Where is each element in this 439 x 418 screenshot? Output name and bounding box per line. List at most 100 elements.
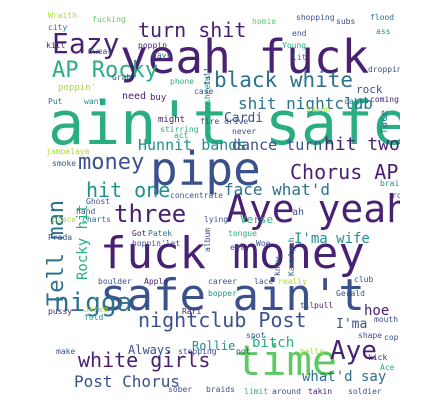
word-hit-one: hit one [86, 178, 171, 202]
word-swear: Swear [88, 47, 113, 56]
word-soldier: soldier [348, 387, 382, 396]
word-wraith: Wraith [48, 11, 77, 20]
word-braids: braids [206, 385, 235, 394]
word-poppin2: poppin' [58, 83, 96, 93]
word-patek: Patek [148, 229, 173, 238]
word-case: case [194, 87, 214, 96]
word-gerald: Gerald [336, 289, 365, 298]
word-end: end [292, 29, 307, 38]
word-ap-rocky: AP Rocky [52, 58, 158, 83]
word-career: career [208, 277, 237, 286]
word-city: city [48, 23, 68, 32]
word-post-chorus: Post Chorus [74, 372, 180, 391]
word-nightclub-post: nightclub Post [138, 308, 307, 332]
word-shape: shape [358, 331, 383, 340]
word-stirring: stirring [160, 125, 199, 134]
word-rari: Rari [182, 307, 202, 316]
word-safe-aint: safe ain't [100, 270, 365, 321]
word-cloud: ain't safe yeah fuck fuck money safe ain… [40, 8, 400, 400]
word-brain: brain [380, 179, 400, 188]
word-aye: Aye [330, 336, 377, 366]
word-make: make [56, 347, 76, 356]
word-know: know [273, 256, 282, 276]
word-chorus-ap: Chorus AP [290, 160, 399, 184]
word-til: til [300, 301, 315, 310]
word-young: Young [282, 41, 307, 50]
word-homie: homie [252, 17, 277, 26]
word-pot: pot [236, 347, 251, 356]
word-concentrate: concentrate [170, 191, 223, 200]
word-stopping: stopping [178, 347, 217, 356]
word-subs: subs [336, 17, 356, 26]
word-ace: Ace [380, 363, 395, 372]
word-kill: kill [46, 41, 66, 50]
word-boulder: boulder [98, 277, 132, 286]
word-pull: pull [314, 301, 334, 310]
word-phone: phone [170, 77, 195, 86]
word-shopping: shopping [296, 13, 335, 22]
word-aint-safe: ain't safe [48, 89, 400, 159]
word-black-white: black white [214, 68, 354, 92]
word-charts: charts [82, 215, 111, 224]
word-prada: Prada [48, 233, 73, 242]
word-sheets: sheets [203, 75, 212, 104]
word-ima: I'ma [336, 317, 368, 332]
word-spot: spot [246, 331, 266, 340]
word-fuck-money: fuck money [100, 228, 365, 279]
word-whatd-say: what'd say [302, 369, 387, 385]
word-hoppinlet: hoppin'let [132, 239, 181, 248]
word-buy: buy [150, 93, 167, 103]
word-bopper: bopper [208, 289, 237, 298]
word-nigga: nigga [54, 288, 133, 318]
word-poppin: poppin [138, 41, 167, 50]
word-sazon: Sazon [306, 105, 331, 114]
word-really: really [278, 277, 307, 286]
word-ima-wife: I'ma wife [294, 231, 370, 247]
word-act: act [174, 131, 189, 140]
word-lace: lace [254, 277, 274, 286]
word-shit-nightclub: shit nightclub [238, 94, 373, 113]
word-grab: Grab [112, 73, 132, 82]
word-fold: fold [84, 313, 104, 322]
word-tongue: tongue [228, 229, 257, 238]
word-around: around [272, 387, 301, 396]
word-hit-two: hit two [324, 134, 400, 155]
word-three: three [114, 200, 187, 228]
word-always: Always [128, 343, 172, 357]
word-mouth: mouth [374, 315, 399, 324]
word-turn-shit: turn shit [138, 18, 247, 42]
word-lying: lying [204, 215, 229, 224]
word-fucking: fucking [92, 15, 126, 24]
word-coming: coming [370, 95, 399, 104]
word-white-girls: white girls [78, 348, 211, 372]
word-jambalaya: jambalaya [46, 147, 90, 156]
word-hunnit-bands: Hunnit bands [138, 136, 247, 154]
word-eat: eat [230, 243, 245, 252]
word-verse: Verse [240, 213, 274, 226]
word-dropping: dropping [368, 65, 400, 74]
word-money: money [78, 150, 145, 175]
word-need: need [122, 91, 147, 102]
word-ah: ah [292, 207, 305, 218]
word-album: album [203, 227, 212, 252]
word-want: want [84, 97, 104, 106]
word-never: never [232, 127, 257, 136]
word-bitch: bitch [252, 335, 295, 351]
word-fire-drive: fire drive [200, 117, 249, 126]
word-flood: flood [370, 13, 395, 22]
word-cardi: Cardi [224, 111, 264, 126]
word-sober: sober [168, 385, 193, 394]
word-place: place [52, 215, 77, 224]
word-club: club [354, 275, 374, 284]
word-dance-turn: dance turn [232, 136, 323, 154]
word-row: row [392, 191, 400, 200]
word-takin: takin [308, 387, 333, 396]
word-lit: lit [292, 53, 307, 62]
word-hand: hand [76, 207, 96, 216]
word-smoke: smoke [52, 159, 77, 168]
word-time: time [236, 336, 338, 385]
word-jared: Jared [84, 305, 109, 314]
word-rollie: Rollie [192, 339, 236, 353]
word-kick: kick [368, 353, 388, 362]
word-got: Got [132, 229, 147, 238]
